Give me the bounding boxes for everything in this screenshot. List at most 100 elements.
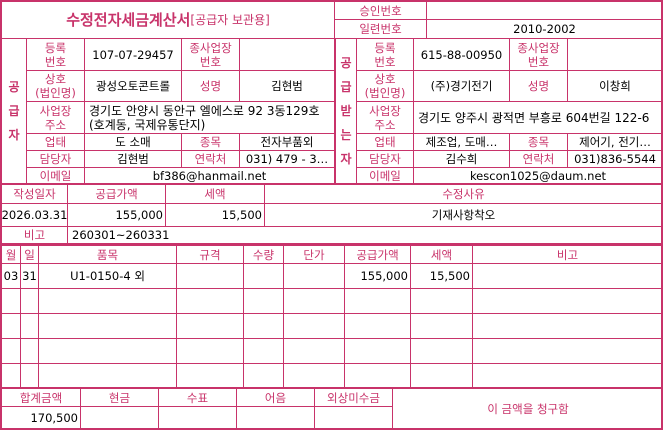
buyer-manager: 김수희 (414, 151, 510, 168)
supplier-address-label: 사업장 주소 (27, 102, 85, 134)
supplier-email-label: 이메일 (27, 168, 85, 184)
buyer-contact-label: 연락처 (510, 151, 568, 168)
supplier-sub_biz (240, 39, 335, 71)
totals-value (81, 407, 159, 428)
table-cell (244, 339, 284, 364)
items-header: 품목 (39, 246, 177, 264)
totals-value (315, 407, 393, 428)
summary-value: 2026.03.31 (2, 204, 68, 227)
supplier-item-label: 종목 (182, 134, 240, 151)
table-cell (473, 314, 661, 339)
remark-value: 260301~260331 (68, 227, 661, 244)
buyer-reg_no-label: 등록 번호 (357, 39, 414, 71)
section-buyer: 공급받는자 (336, 39, 357, 184)
invoice-title: 수정전자세금계산서 [공급자 보관용] (2, 2, 335, 39)
table-cell (473, 364, 661, 388)
table-cell (284, 364, 345, 388)
table-cell (345, 364, 411, 388)
summary-value: 155,000 (68, 204, 166, 227)
table-cell: U1-0150-4 외 (39, 264, 177, 289)
table-cell (411, 314, 473, 339)
table-cell (21, 289, 39, 314)
items-header: 공급가액 (345, 246, 411, 264)
table-cell (411, 339, 473, 364)
totals-value (159, 407, 237, 428)
table-cell: 155,000 (345, 264, 411, 289)
table-cell (284, 289, 345, 314)
supplier-manager: 김현범 (85, 151, 182, 168)
table-cell (244, 364, 284, 388)
table-cell (244, 314, 284, 339)
table-cell (21, 364, 39, 388)
serial-value: 2010-2002 (427, 20, 661, 39)
divider (2, 183, 661, 185)
table-cell (177, 289, 244, 314)
supplier-reg_no: 107-07-29457 (85, 39, 182, 71)
supplier-item: 전자부품외 (240, 134, 335, 151)
table-cell (2, 289, 21, 314)
buyer-biz_type: 제조업, 도매… (414, 134, 510, 151)
section-label-buyer: 공급받는자 (340, 56, 352, 166)
table-cell (473, 339, 661, 364)
buyer-biz_type-label: 업태 (357, 134, 414, 151)
totals-header: 합계금액 (2, 389, 81, 407)
table-cell (177, 339, 244, 364)
items-header: 수량 (244, 246, 284, 264)
divider (334, 39, 336, 184)
totals-header: 어음 (237, 389, 315, 407)
table-cell (2, 314, 21, 339)
table-cell: 03 (2, 264, 21, 289)
table-cell (39, 339, 177, 364)
table-cell (473, 264, 661, 289)
serial-label: 일련번호 (335, 20, 427, 39)
table-cell (345, 314, 411, 339)
supplier-contact: 031) 479 - 3… (240, 151, 335, 168)
table-cell (39, 289, 177, 314)
table-cell (284, 314, 345, 339)
table-cell (411, 289, 473, 314)
table-cell (284, 264, 345, 289)
remark-label: 비고 (2, 227, 68, 244)
buyer-company: (주)경기전기 (414, 71, 510, 102)
table-cell (177, 314, 244, 339)
buyer-sub_biz-label: 종사업장 번호 (510, 39, 568, 71)
items-header: 비고 (473, 246, 661, 264)
items-header: 단가 (284, 246, 345, 264)
buyer-reg_no: 615-88-00950 (414, 39, 510, 71)
table-cell (411, 364, 473, 388)
supplier-name: 김현범 (240, 71, 335, 102)
supplier-company-label: 상호 (법인명) (27, 71, 85, 102)
table-cell (345, 289, 411, 314)
summary-header: 작성일자 (2, 185, 68, 204)
table-cell (2, 364, 21, 388)
table-cell (21, 314, 39, 339)
divider (2, 387, 661, 389)
title-sub: [공급자 보관용] (190, 13, 270, 27)
title-main: 수정전자세금계산서 (66, 11, 191, 29)
table-cell (39, 314, 177, 339)
summary-value: 15,500 (166, 204, 265, 227)
buyer-name: 이창희 (568, 71, 661, 102)
items-header: 일 (21, 246, 39, 264)
items-header: 세액 (411, 246, 473, 264)
approval-value (427, 2, 661, 20)
totals-value (237, 407, 315, 428)
approval-label: 승인번호 (335, 2, 427, 20)
table-cell: 31 (21, 264, 39, 289)
items-header: 월 (2, 246, 21, 264)
table-cell (244, 289, 284, 314)
table-cell (2, 339, 21, 364)
buyer-sub_biz (568, 39, 661, 71)
buyer-email: kescon1025@daum.net (414, 168, 661, 184)
supplier-manager-label: 담당자 (27, 151, 85, 168)
section-label-supplier: 공급자 (8, 80, 20, 142)
table-cell (39, 364, 177, 388)
table-cell (177, 364, 244, 388)
summary-header: 세액 (166, 185, 265, 204)
table-cell (244, 264, 284, 289)
totals-header: 수표 (159, 389, 237, 407)
table-cell: 15,500 (411, 264, 473, 289)
supplier-biz_type-label: 업태 (27, 134, 85, 151)
buyer-item: 제어기, 전기… (568, 134, 661, 151)
